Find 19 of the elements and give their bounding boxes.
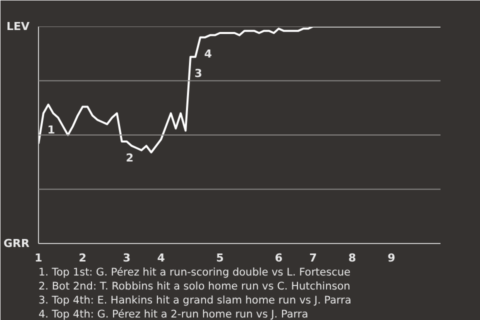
text: 3. Top 4th: E. Hankins hit a grand slam home run vs J. Parra	[38, 294, 352, 306]
x-tick-label: 6	[274, 252, 283, 264]
x-tick-label: 1	[34, 252, 42, 264]
x-tick-label: 7	[309, 252, 317, 264]
annotation: 2	[126, 152, 134, 165]
text: GRR	[4, 237, 30, 250]
annotation: 1	[47, 123, 56, 136]
annotation: 4	[204, 47, 212, 60]
x-tick-label: 4	[157, 252, 166, 264]
x-tick-label: 5	[216, 252, 224, 264]
text: LEV	[6, 20, 30, 33]
text: 4. Top 4th: G. Pérez hit a 2-run home run vs J. Parra	[38, 308, 308, 320]
text: 2. Bot 2nd: T. Robbins hit a solo home run vs C. Hutchinson	[38, 280, 350, 292]
x-tick-label: 9	[388, 252, 396, 264]
x-tick-label: 8	[348, 252, 356, 264]
text: 1. Top 1st: G. Pérez hit a run-scoring double vs L. Fortescue	[38, 266, 350, 278]
x-tick-label: 3	[122, 252, 131, 264]
annotation: 3	[194, 66, 202, 80]
x-tick-label: 2	[78, 252, 86, 264]
